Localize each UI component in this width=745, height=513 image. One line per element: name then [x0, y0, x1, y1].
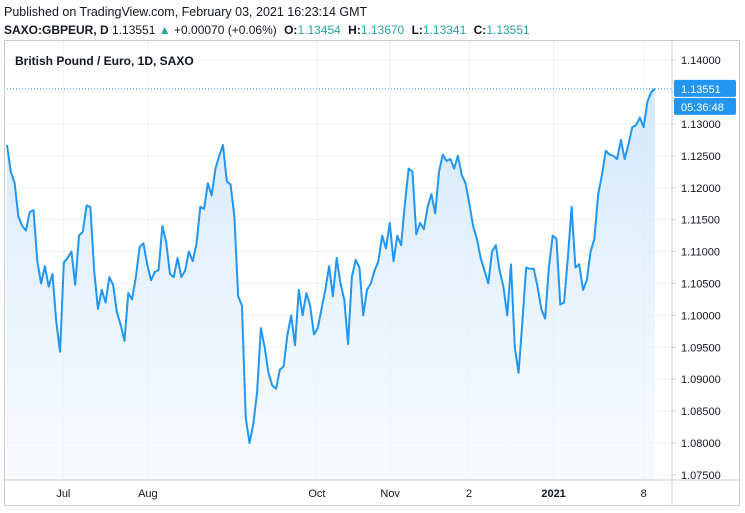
last-price: 1.13551: [112, 23, 156, 37]
close-label: C:: [473, 23, 487, 37]
symbol-label: SAXO:GBPEUR, D: [4, 23, 109, 37]
change-value: +0.00070 (+0.06%): [174, 23, 277, 37]
x-tick-label: 8: [641, 488, 647, 500]
y-tick-label: 1.11000: [681, 247, 720, 259]
chart-title: British Pound / Euro, 1D, SAXO: [15, 54, 194, 68]
open-value: 1.13454: [297, 23, 341, 37]
y-tick-label: 1.12000: [681, 183, 721, 195]
y-tick-label: 1.08000: [681, 438, 721, 450]
high-value: 1.13670: [360, 23, 405, 37]
y-tick-label: 1.10000: [681, 310, 721, 322]
x-tick-label: 2: [466, 488, 472, 500]
price-line: [6, 88, 656, 444]
x-tick-label: Oct: [308, 488, 325, 500]
y-tick-label: 1.07500: [681, 470, 721, 482]
y-tick-label: 1.09500: [681, 342, 721, 354]
x-tick-label: Jul: [56, 488, 70, 500]
low-value: 1.13341: [422, 23, 467, 37]
quote-summary: SAXO:GBPEUR, D 1.13551 ▲ +0.00070 (+0.06…: [4, 23, 530, 37]
y-tick-label: 1.14000: [681, 55, 721, 67]
x-tick-label: Nov: [380, 488, 400, 500]
y-tick-label: 1.10500: [681, 278, 721, 290]
y-tick-label: 1.09000: [681, 374, 721, 386]
y-tick-label: 1.13000: [681, 119, 721, 131]
high-label: H:: [348, 23, 361, 37]
change-arrow-icon: ▲: [158, 23, 171, 37]
x-tick-label: Aug: [138, 488, 158, 500]
low-label: L:: [411, 23, 423, 37]
last-price-badge: [674, 79, 736, 97]
countdown-badge-label: 05:36:48: [681, 102, 724, 114]
open-label: O:: [284, 23, 298, 37]
countdown-badge: [674, 97, 736, 115]
last-price-badge-label: 1.13551: [681, 84, 721, 96]
y-tick-label: 1.08500: [681, 406, 721, 418]
y-tick-label: 1.11500: [681, 215, 720, 227]
y-tick-label: 1.12500: [681, 151, 721, 163]
x-tick-label: 2021: [541, 488, 565, 500]
published-line: Published on TradingView.com, February 0…: [4, 5, 368, 19]
close-value: 1.13551: [486, 23, 530, 37]
